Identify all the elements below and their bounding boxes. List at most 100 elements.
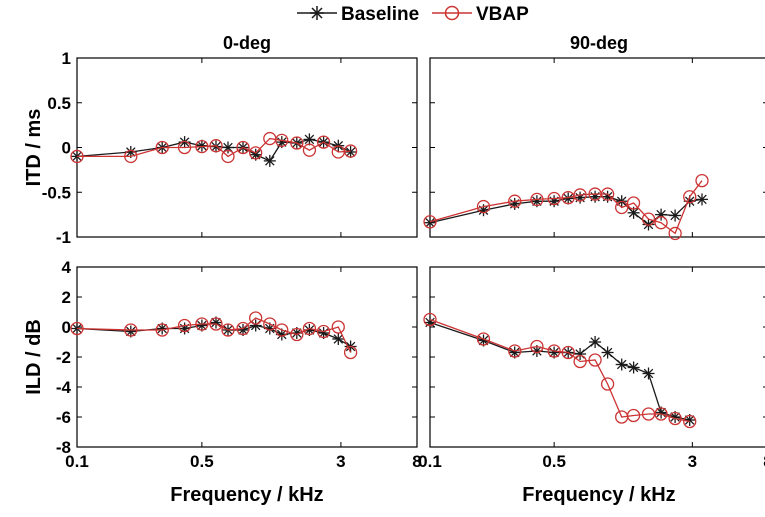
- data-point-baseline: [332, 333, 345, 345]
- data-point-baseline: [548, 195, 561, 208]
- data-point-baseline: [642, 367, 655, 380]
- y-tick-label: -2: [56, 348, 71, 367]
- data-point-vbap: [275, 133, 289, 147]
- data-point-baseline: [237, 324, 249, 336]
- panel-1: 90-deg: [423, 33, 765, 241]
- data-point-vbap: [70, 149, 84, 164]
- data-point-vbap: [290, 327, 304, 342]
- data-point-vbap: [547, 191, 561, 206]
- x-tick-label: 8: [763, 452, 765, 471]
- data-point-baseline: [574, 191, 587, 204]
- data-point-vbap: [316, 135, 331, 149]
- data-point-vbap: [302, 321, 317, 336]
- y-tick-label: -0.5: [42, 183, 71, 202]
- y-tick-label: 0.5: [47, 94, 71, 113]
- data-point-vbap: [508, 194, 522, 208]
- panel-title: 90-deg: [570, 33, 628, 53]
- plot-frame: [429, 266, 765, 448]
- x-tick-label: 8: [412, 452, 421, 471]
- y-axis-label: ILD / dB: [23, 319, 45, 395]
- data-point-vbap: [423, 312, 437, 327]
- data-point-vbap: [695, 173, 709, 188]
- x-tick-label: 3: [336, 452, 345, 471]
- x-tick-label: 0.1: [65, 452, 89, 471]
- data-point-baseline: [156, 322, 169, 335]
- x-axis-label: Frequency / kHz: [170, 484, 323, 506]
- data-point-vbap: [70, 321, 84, 336]
- y-tick-label: 4: [62, 258, 72, 277]
- data-point-vbap: [476, 199, 491, 214]
- data-point-baseline: [222, 141, 234, 154]
- y-tick-label: 0: [62, 318, 71, 337]
- data-point-vbap: [236, 140, 250, 155]
- y-tick-label: 0: [62, 139, 71, 158]
- x-tick-label: 0.5: [190, 452, 214, 471]
- data-point-vbap: [600, 377, 615, 391]
- data-point-vbap: [195, 139, 209, 154]
- y-tick-label: 2: [62, 288, 71, 307]
- data-point-vbap: [209, 139, 223, 153]
- x-tick-label: 3: [688, 452, 697, 471]
- x-tick-label: 0.5: [542, 452, 566, 471]
- data-point-baseline: [178, 322, 191, 335]
- series-line-vbap: [429, 180, 703, 235]
- data-point-vbap: [641, 212, 656, 226]
- y-tick-label: -1: [56, 228, 71, 247]
- data-point-baseline: [263, 154, 276, 167]
- data-point-baseline: [615, 358, 628, 371]
- data-point-vbap: [124, 149, 138, 164]
- panel-0: 0-deg -1 -0.5 0 0.5 1 ITD / ms: [23, 33, 418, 247]
- y-tick-label: -8: [56, 438, 71, 457]
- plot-frame: [76, 266, 418, 448]
- y-tick-label: -4: [56, 378, 72, 397]
- legend-baseline-label: Baseline: [341, 4, 419, 25]
- data-point-vbap: [476, 332, 491, 346]
- data-point-vbap: [195, 317, 209, 331]
- panel-title: 0-deg: [223, 33, 271, 53]
- data-point-baseline: [669, 209, 682, 222]
- data-point-vbap: [221, 323, 235, 337]
- data-point-vbap: [654, 407, 668, 421]
- x-axis-label: Frequency / kHz: [522, 484, 675, 506]
- data-point-vbap: [275, 323, 289, 337]
- data-point-baseline: [589, 336, 602, 348]
- data-point-vbap: [331, 320, 345, 334]
- data-point-vbap: [316, 324, 331, 339]
- data-point-vbap: [588, 353, 602, 367]
- series-line-baseline: [429, 196, 703, 226]
- data-point-vbap: [249, 311, 263, 325]
- legend-vbap-label: VBAP: [476, 4, 529, 25]
- legend-baseline-marker: [310, 6, 324, 20]
- data-point-vbap: [626, 196, 641, 210]
- data-point-baseline: [601, 190, 614, 203]
- data-point-vbap: [615, 200, 629, 215]
- data-point-vbap: [209, 317, 223, 331]
- data-point-vbap: [290, 136, 304, 150]
- data-point-baseline: [601, 346, 614, 359]
- series-line-vbap: [76, 317, 352, 353]
- data-point-vbap: [600, 187, 615, 201]
- data-point-baseline: [589, 190, 602, 203]
- data-point-vbap: [508, 344, 522, 358]
- data-point-vbap: [423, 215, 437, 229]
- data-point-vbap: [573, 188, 587, 202]
- data-point-vbap: [302, 143, 317, 157]
- data-point-vbap: [668, 226, 682, 241]
- panel-2: -8 -6 -4 -2 0 2 4 0.1 0.5 3 8 ILD / dB Frequency / k…: [23, 258, 422, 506]
- data-point-vbap: [249, 146, 263, 160]
- y-tick-label: 1: [62, 49, 71, 68]
- data-point-vbap: [573, 354, 587, 369]
- legend: Baseline VBAP: [297, 4, 529, 25]
- data-point-vbap: [626, 408, 641, 423]
- data-point-baseline: [124, 325, 137, 338]
- data-point-vbap: [561, 345, 575, 360]
- data-point-vbap: [155, 323, 169, 337]
- data-point-baseline: [424, 216, 436, 229]
- x-tick-label: 0.1: [418, 452, 442, 471]
- data-point-vbap: [221, 149, 235, 164]
- data-point-baseline: [508, 197, 521, 210]
- data-point-vbap: [530, 339, 544, 354]
- data-point-vbap: [683, 190, 697, 204]
- data-point-vbap: [124, 323, 138, 337]
